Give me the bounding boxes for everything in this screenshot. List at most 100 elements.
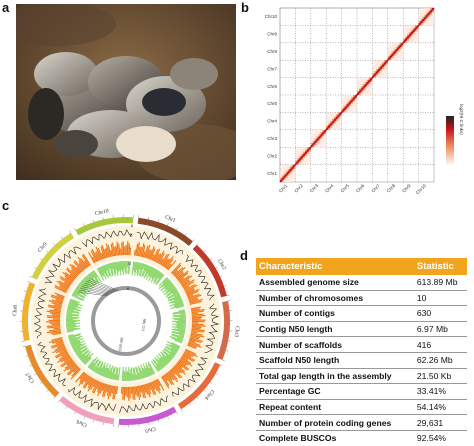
hic-contact	[301, 149, 303, 151]
hic-contact	[417, 34, 419, 36]
hic-y-label: Chr10	[265, 14, 278, 19]
circos-tick	[40, 259, 42, 260]
hic-contact	[411, 28, 413, 30]
hic-contact	[303, 160, 305, 162]
hic-contact	[372, 71, 374, 73]
hic-x-label: Chr5	[340, 183, 351, 194]
hic-contact	[361, 80, 363, 82]
circos-orange-bar	[47, 317, 60, 318]
circos-tick	[58, 401, 60, 403]
hic-x-label: Chr1	[278, 183, 289, 194]
hic-contact	[382, 69, 384, 71]
circos-track-bg-inner	[64, 259, 188, 383]
hic-contact	[301, 160, 303, 162]
hic-contact	[374, 67, 376, 69]
hic-contact	[392, 45, 394, 47]
circos-tick	[158, 420, 159, 422]
hic-contact	[405, 30, 407, 32]
hic-contact	[349, 106, 351, 108]
circos-tick	[46, 390, 48, 392]
circos-tick	[204, 390, 206, 392]
header-statistic: Statistic	[414, 258, 467, 275]
hic-contact	[370, 82, 372, 84]
genome-stats-table: Characteristic Statistic Assembled genom…	[256, 258, 467, 446]
hic-contact	[372, 69, 374, 71]
hic-contact	[388, 52, 390, 54]
hic-contact	[284, 171, 286, 173]
circos-tick	[193, 239, 195, 241]
hic-contact	[286, 169, 288, 171]
hic-contact	[413, 25, 415, 27]
hic-contact	[394, 45, 396, 47]
hic-contact	[422, 15, 424, 17]
hic-contact	[284, 180, 286, 182]
hic-contact	[394, 58, 396, 60]
hic-contact	[353, 106, 355, 108]
hic-contact	[359, 82, 361, 84]
hic-contact	[332, 125, 334, 127]
table-header-row: Characteristic Statistic	[256, 258, 467, 275]
hic-x-label: Chr3	[309, 183, 320, 194]
circos-tick	[24, 291, 26, 292]
hic-contact	[367, 88, 369, 90]
hic-contact	[303, 162, 305, 164]
hic-contact	[305, 156, 307, 158]
hic-contact	[432, 17, 434, 19]
hic-y-label: Chr1	[267, 171, 277, 176]
hic-contact	[320, 141, 322, 143]
hic-y-label: Chr3	[267, 136, 277, 141]
hic-contact	[396, 56, 398, 58]
hic-y-label: Chr4	[267, 119, 277, 124]
hic-contact	[378, 65, 380, 67]
circos-tick	[30, 365, 32, 366]
circos-green-bar	[130, 373, 131, 381]
hic-contact	[409, 25, 411, 27]
hic-contact	[367, 78, 369, 80]
hic-contact	[390, 52, 392, 54]
hic-contact	[319, 132, 321, 134]
hic-contact	[317, 134, 319, 136]
hic-contact	[345, 102, 347, 104]
hic-contact	[417, 32, 419, 34]
hic-contact	[419, 17, 421, 19]
hic-contact	[334, 125, 336, 127]
hic-heatmap: Chr1Chr2Chr3Chr4Chr5Chr6Chr7Chr8Chr9Chr1…	[250, 4, 472, 204]
hic-contact	[430, 17, 432, 19]
hic-contact	[369, 84, 371, 86]
hic-contact	[384, 69, 386, 71]
hic-contact	[297, 152, 299, 154]
header-characteristic: Characteristic	[256, 258, 414, 275]
hic-contact	[426, 23, 428, 25]
hic-contact	[317, 145, 319, 147]
hic-contact	[397, 52, 399, 54]
circos-chromosome-label: Chr7	[25, 371, 36, 384]
hic-contact	[396, 54, 398, 56]
hic-contact	[286, 178, 288, 180]
hic-contact	[288, 180, 290, 182]
hic-contact	[293, 173, 295, 175]
circos-tick	[210, 382, 212, 383]
circos-tick	[34, 374, 36, 375]
hic-contact	[317, 130, 319, 132]
hic-contact	[351, 106, 353, 108]
circos-chromosome-label: Chr4	[203, 388, 215, 400]
circos-orange-bar	[192, 313, 199, 314]
hic-contact	[286, 167, 288, 169]
hic-contact	[309, 154, 311, 156]
hic-contact	[397, 54, 399, 56]
hic-contact	[332, 115, 334, 117]
circos-orange-bar	[122, 242, 123, 255]
row-value: 416	[414, 337, 467, 353]
hic-contact	[301, 162, 303, 164]
hic-contact	[347, 108, 349, 110]
circos-tick	[197, 397, 199, 399]
row-value: 54.14%	[414, 399, 467, 415]
hic-contact	[311, 141, 313, 143]
hic-contact	[424, 12, 426, 14]
circos-green-bar	[122, 367, 123, 381]
hic-contact	[376, 67, 378, 69]
hic-contact	[409, 28, 411, 30]
row-value: 10	[414, 290, 467, 306]
hic-contact	[322, 141, 324, 143]
